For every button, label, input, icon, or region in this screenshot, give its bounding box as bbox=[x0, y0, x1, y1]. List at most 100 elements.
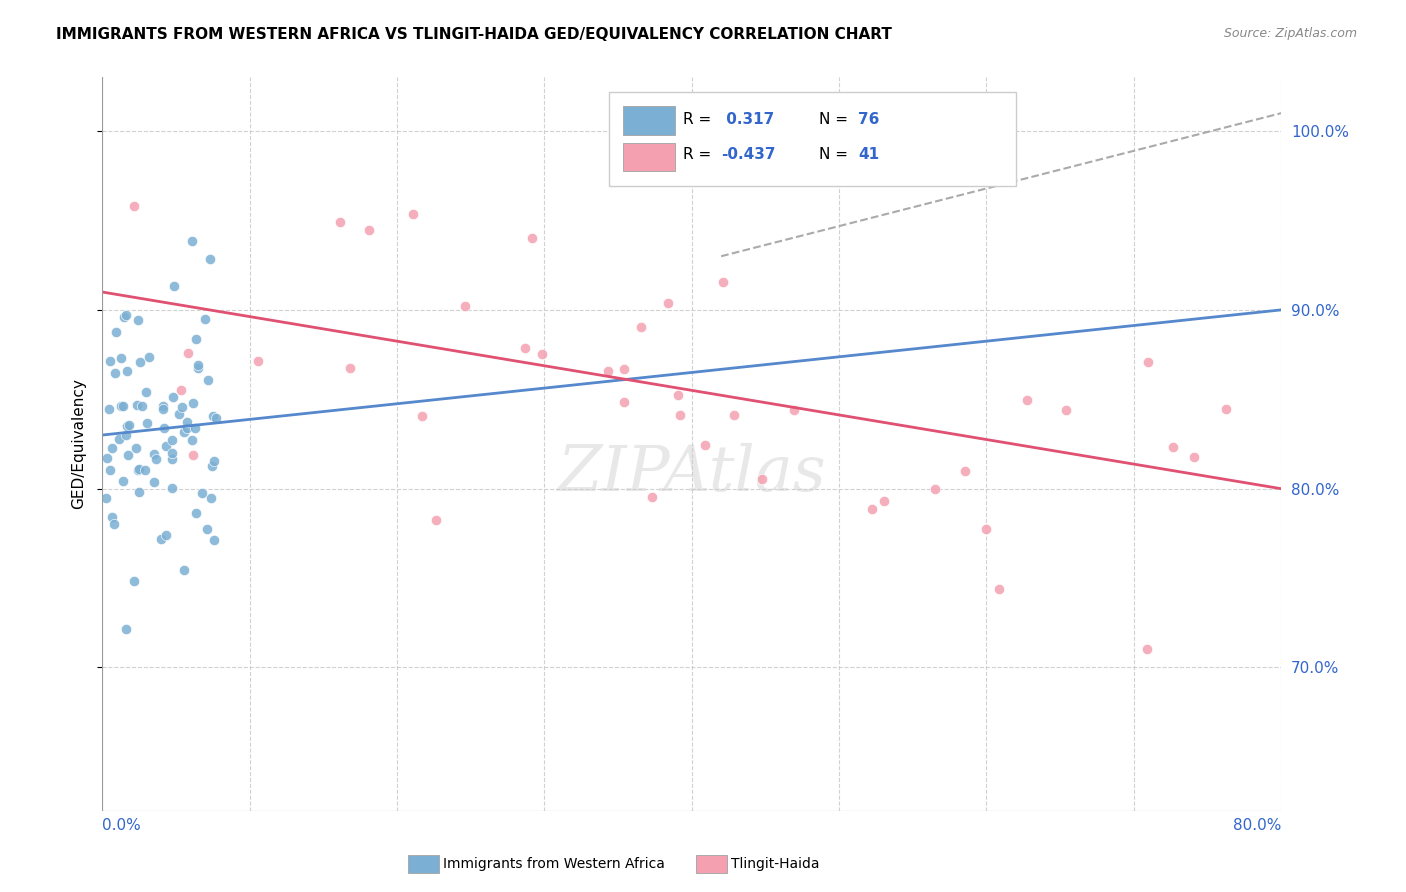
Point bbox=[142, 475, 165, 490]
Point bbox=[202, 454, 225, 468]
Point bbox=[160, 446, 183, 460]
Point bbox=[101, 510, 124, 524]
Point bbox=[695, 437, 717, 451]
Point bbox=[118, 418, 141, 433]
Point bbox=[105, 325, 128, 339]
Point bbox=[122, 574, 145, 588]
Point bbox=[111, 475, 134, 489]
Point bbox=[170, 401, 193, 415]
Point bbox=[128, 484, 150, 499]
Point bbox=[955, 464, 977, 478]
Point bbox=[246, 354, 269, 368]
Point bbox=[630, 320, 652, 334]
Point bbox=[100, 441, 122, 455]
Point bbox=[530, 347, 553, 361]
Point bbox=[155, 439, 177, 453]
Point bbox=[186, 332, 208, 346]
Point bbox=[184, 506, 207, 520]
FancyBboxPatch shape bbox=[623, 143, 675, 171]
Point bbox=[191, 485, 214, 500]
Point bbox=[98, 402, 121, 417]
Point bbox=[454, 299, 477, 313]
Point bbox=[1136, 642, 1159, 657]
Point bbox=[114, 308, 136, 322]
Point bbox=[115, 622, 138, 636]
Point bbox=[411, 409, 433, 424]
Point bbox=[98, 354, 121, 368]
Point bbox=[988, 582, 1011, 596]
Point bbox=[1215, 401, 1237, 416]
Y-axis label: GED/Equivalency: GED/Equivalency bbox=[72, 378, 86, 509]
Point bbox=[202, 409, 225, 423]
Point bbox=[176, 415, 198, 429]
Point bbox=[201, 458, 224, 473]
Point bbox=[359, 223, 381, 237]
Point bbox=[138, 351, 160, 365]
Point bbox=[160, 452, 183, 467]
Point bbox=[177, 346, 200, 360]
Point bbox=[641, 490, 664, 504]
Point bbox=[181, 448, 204, 462]
Point bbox=[155, 527, 177, 541]
Point bbox=[860, 501, 883, 516]
Point bbox=[873, 494, 896, 508]
Point bbox=[114, 428, 136, 442]
Point bbox=[135, 384, 157, 399]
Point bbox=[127, 313, 149, 327]
Point bbox=[149, 532, 172, 546]
Point bbox=[153, 421, 176, 435]
FancyBboxPatch shape bbox=[623, 106, 675, 135]
Text: N =: N = bbox=[818, 112, 853, 128]
Point bbox=[117, 418, 139, 433]
Point bbox=[924, 482, 946, 496]
Point bbox=[128, 462, 150, 476]
Point bbox=[173, 425, 195, 439]
Text: R =: R = bbox=[683, 147, 717, 162]
Point bbox=[152, 401, 174, 416]
Point bbox=[976, 522, 998, 536]
Text: Tlingit-Haida: Tlingit-Haida bbox=[731, 857, 820, 871]
Point bbox=[111, 399, 134, 413]
Point bbox=[195, 522, 218, 536]
Point bbox=[613, 362, 636, 376]
Point bbox=[513, 341, 536, 355]
Point bbox=[110, 399, 132, 413]
Point bbox=[169, 407, 191, 421]
Point bbox=[110, 351, 132, 365]
Point bbox=[173, 563, 195, 577]
Point bbox=[181, 433, 204, 447]
Point bbox=[520, 231, 543, 245]
Point bbox=[723, 408, 745, 422]
Point bbox=[103, 516, 125, 531]
Point bbox=[711, 275, 734, 289]
Point bbox=[339, 360, 361, 375]
Point bbox=[1015, 393, 1038, 408]
Point bbox=[129, 355, 152, 369]
Point bbox=[170, 383, 193, 397]
Point bbox=[1054, 403, 1077, 417]
Point bbox=[160, 481, 183, 495]
Text: R =: R = bbox=[683, 112, 717, 128]
Point bbox=[202, 533, 225, 547]
Point bbox=[162, 390, 184, 404]
Point bbox=[125, 398, 148, 412]
Point bbox=[176, 421, 198, 435]
Point bbox=[124, 441, 146, 455]
Point bbox=[96, 450, 118, 465]
Point bbox=[143, 447, 166, 461]
Text: 80.0%: 80.0% bbox=[1233, 818, 1281, 833]
Point bbox=[117, 448, 139, 462]
Text: -0.437: -0.437 bbox=[721, 147, 776, 162]
Point bbox=[181, 396, 204, 410]
Point bbox=[425, 514, 447, 528]
Point bbox=[112, 310, 135, 325]
Point bbox=[122, 199, 145, 213]
Text: N =: N = bbox=[818, 147, 853, 162]
Point bbox=[152, 400, 174, 414]
Text: 0.317: 0.317 bbox=[721, 112, 775, 128]
Point bbox=[657, 296, 679, 310]
Point bbox=[1136, 355, 1159, 369]
Text: 41: 41 bbox=[858, 147, 879, 162]
Point bbox=[782, 403, 804, 417]
Point bbox=[596, 364, 619, 378]
